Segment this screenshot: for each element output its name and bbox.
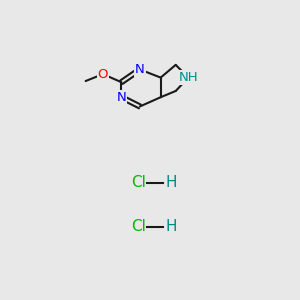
- Text: H: H: [165, 219, 177, 234]
- Text: NH: NH: [178, 71, 198, 84]
- Text: H: H: [165, 175, 177, 190]
- Text: O: O: [98, 68, 108, 81]
- Text: N: N: [135, 63, 145, 76]
- Text: N: N: [116, 91, 126, 104]
- Text: Cl: Cl: [131, 175, 146, 190]
- Text: Cl: Cl: [131, 219, 146, 234]
